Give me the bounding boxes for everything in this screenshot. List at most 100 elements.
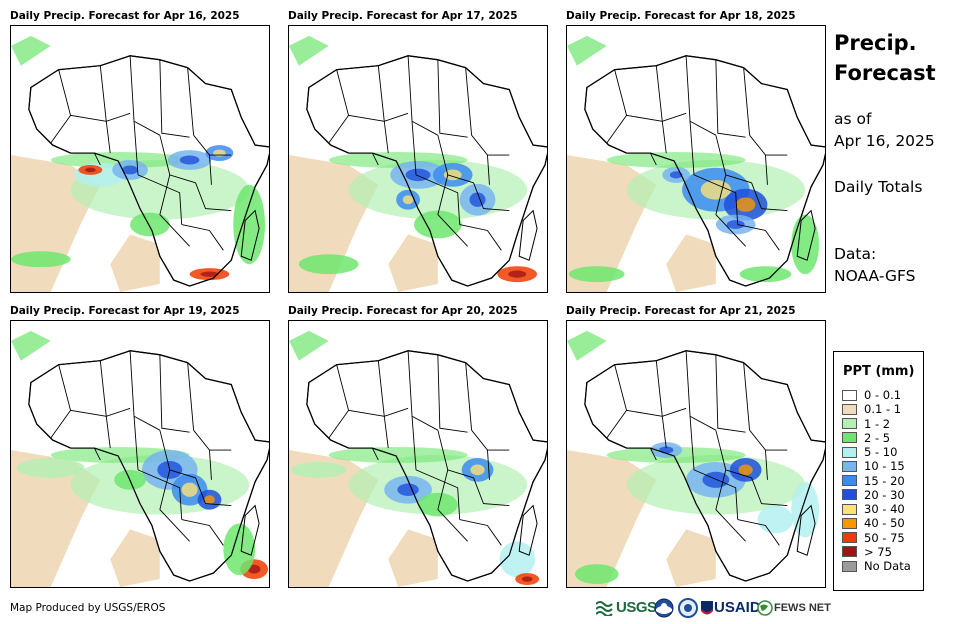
legend-swatch [842, 489, 857, 501]
legend-label: 0.1 - 1 [864, 402, 902, 417]
forecast-title: Precip. Forecast [834, 28, 964, 88]
country-border [383, 416, 389, 449]
usaid-seal-icon [701, 601, 713, 615]
country-border [328, 115, 349, 144]
legend-item: 20 - 30 [842, 488, 911, 502]
daily-totals-label: Daily Totals [834, 178, 923, 196]
country-border [181, 224, 224, 251]
country-border [159, 430, 196, 479]
country-border [437, 509, 468, 542]
country-border [105, 416, 111, 449]
map-canvas [289, 35, 547, 292]
country-border [614, 69, 687, 122]
rain-area [289, 330, 329, 361]
usgs-logo-text: USGS [616, 599, 657, 616]
legend-label: 1 - 2 [864, 416, 891, 431]
country-border [377, 65, 385, 122]
panel-title-6: Daily Precip. Forecast for Apr 21, 2025 [566, 305, 796, 317]
country-border [93, 447, 101, 461]
legend-swatch [842, 475, 857, 487]
madagascar-outline [240, 209, 260, 261]
noaa-logo-icon [654, 598, 674, 618]
legend-item: 30 - 40 [842, 502, 911, 516]
country-border [195, 182, 232, 212]
precip-map-4 [10, 320, 270, 588]
panel-title-1: Daily Precip. Forecast for Apr 16, 2025 [10, 10, 240, 22]
legend-title: PPT (mm) [843, 364, 915, 379]
precip-map-2 [288, 25, 548, 293]
precip-map-6 [566, 320, 826, 588]
country-border [661, 416, 667, 449]
coastline [28, 55, 269, 287]
precip-map-1 [10, 25, 270, 293]
rain-cell [791, 214, 820, 275]
country-border [649, 447, 657, 461]
legend-label: > 75 [864, 544, 892, 559]
country-border [715, 354, 746, 433]
madagascar-outline [518, 209, 538, 261]
country-border [606, 410, 627, 439]
country-border [58, 364, 131, 417]
country-border [487, 450, 490, 480]
legend-swatch [842, 460, 857, 472]
coastline [28, 350, 269, 582]
country-border [58, 69, 131, 122]
rain-cell-core [508, 270, 527, 278]
coastline [584, 350, 825, 582]
country-border [415, 469, 461, 520]
country-border [437, 354, 468, 433]
country-border [50, 410, 71, 439]
legend-swatch [842, 446, 857, 458]
country-border [689, 121, 695, 175]
rain-cell-core [181, 482, 198, 497]
country-border [181, 519, 224, 546]
rain-cell-core [200, 271, 219, 277]
rain-cell-core [397, 483, 419, 496]
country-border [328, 410, 349, 439]
rain-cell-core [702, 471, 730, 488]
rain-cell [418, 492, 458, 517]
country-border [336, 69, 409, 122]
country-border [411, 121, 417, 175]
rain-band [328, 447, 468, 463]
rain-cell [499, 541, 536, 578]
country-border [415, 174, 461, 225]
country-border [159, 354, 190, 433]
country-border [743, 67, 751, 136]
country-border [437, 214, 468, 247]
panel-title-4: Daily Precip. Forecast for Apr 19, 2025 [10, 305, 240, 317]
data-label: Data: [834, 245, 877, 263]
rain-area [11, 35, 51, 66]
legend-item: No Data [842, 559, 911, 573]
legend-swatch [842, 517, 857, 529]
country-border [487, 155, 490, 185]
rain-cell [16, 457, 85, 478]
rain-cell-core [179, 155, 200, 165]
country-border [473, 182, 510, 212]
country-border [159, 174, 171, 215]
precip-map-3 [566, 25, 826, 293]
rain-cell [574, 564, 619, 585]
map-canvas [11, 330, 269, 587]
country-border [105, 121, 111, 154]
rain-cell [757, 505, 794, 534]
rain-cell-core [402, 195, 414, 205]
data-source: NOAA-GFS [834, 267, 916, 285]
madagascar-outline [796, 504, 816, 556]
legend-item: > 75 [842, 545, 911, 559]
country-border [661, 121, 667, 154]
country-border [606, 115, 627, 144]
rain-cell-core [85, 167, 96, 173]
rain-cell-core [470, 464, 485, 476]
fews-globe-icon [757, 600, 773, 616]
country-border [187, 67, 195, 136]
rain-cell-core [247, 564, 261, 574]
country-border [765, 450, 768, 480]
doc-seal-icon [678, 598, 698, 618]
country-border [737, 224, 780, 251]
panel-title-3: Daily Precip. Forecast for Apr 18, 2025 [566, 10, 796, 22]
dry-area [666, 234, 716, 292]
country-border [693, 174, 739, 225]
